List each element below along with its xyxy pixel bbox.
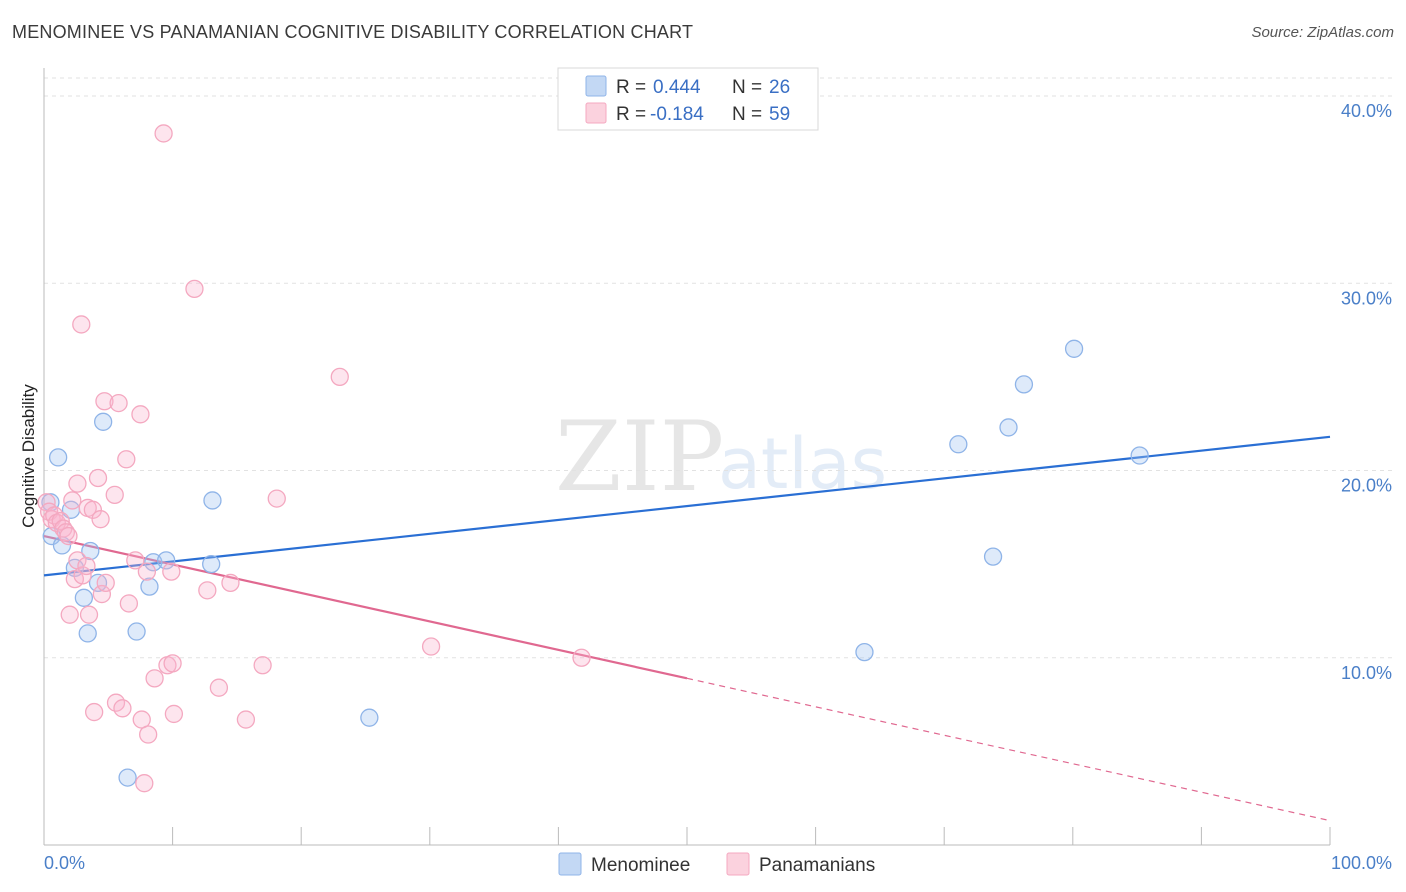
- point-panamanians-49: [253, 656, 272, 675]
- watermark: ZIP atlas: [555, 401, 887, 513]
- point-panamanians-21: [88, 468, 108, 488]
- point-panamanians-32: [126, 551, 145, 570]
- point-panamanians-9: [60, 605, 79, 624]
- point-panamanians-33: [131, 405, 150, 424]
- trend-line-1: [43, 534, 688, 680]
- point-menominee-25: [1130, 446, 1149, 465]
- point-panamanians-24: [95, 392, 114, 411]
- point-panamanians-37: [139, 725, 158, 744]
- point-panamanians-19: [83, 500, 103, 519]
- point-panamanians-10: [63, 491, 82, 510]
- point-menominee-24: [1064, 339, 1084, 358]
- bottom-legend-swatch-menominee: [558, 852, 582, 876]
- point-menominee-11: [118, 768, 137, 787]
- point-panamanians-31: [119, 594, 139, 613]
- correlation-legend: R = 0.444 N = 26 R = -0.184 N = 59: [557, 67, 819, 131]
- point-menominee-22: [999, 418, 1018, 437]
- point-panamanians-20: [85, 702, 104, 722]
- point-panamanians-48: [236, 710, 256, 729]
- point-panamanians-12: [68, 474, 87, 493]
- x-tick-label-0: 0.0%: [44, 853, 85, 873]
- point-panamanians-14: [72, 315, 91, 334]
- legend-r-label-menominee: R =: [616, 77, 646, 98]
- point-panamanians-28: [109, 393, 128, 413]
- point-panamanians-29: [113, 699, 132, 718]
- trend-lines: [43, 435, 1331, 822]
- point-panamanians-52: [421, 637, 441, 656]
- legend-swatch-menominee: [585, 75, 607, 97]
- source-label: Source: ZipAtlas.com: [1251, 24, 1394, 41]
- bottom-legend-label-panamanians: Panamanians: [759, 855, 875, 876]
- point-panamanians-8: [59, 526, 78, 546]
- y-tick-label-3: 40.0%: [1341, 101, 1392, 121]
- y-tick-labels: 10.0% 20.0% 30.0% 40.0%: [1341, 101, 1392, 683]
- bottom-legend-swatch-panamanians: [726, 852, 750, 876]
- point-panamanians-39: [154, 124, 173, 143]
- grid: [44, 77, 1392, 659]
- point-panamanians-50: [267, 489, 286, 508]
- point-panamanians-46: [209, 678, 229, 697]
- watermark-atlas: atlas: [718, 423, 887, 505]
- point-panamanians-41: [162, 562, 181, 581]
- series-legend: Menominee Panamanians: [558, 852, 875, 876]
- bottom-legend-label-menominee: Menominee: [591, 855, 690, 876]
- point-panamanians-16: [77, 556, 96, 576]
- point-panamanians-30: [117, 450, 136, 469]
- chart-title: MENOMINEE VS PANAMANIAN COGNITIVE DISABI…: [12, 22, 694, 42]
- point-panamanians-38: [145, 669, 164, 688]
- point-panamanians-36: [137, 562, 157, 581]
- point-panamanians-42: [163, 654, 182, 673]
- point-panamanians-35: [135, 774, 154, 793]
- point-menominee-15: [157, 551, 176, 570]
- legend-n-value-panamanians: 59: [769, 104, 790, 125]
- point-panamanians-15: [73, 566, 92, 585]
- point-panamanians-45: [198, 581, 217, 600]
- point-menominee-19: [855, 642, 874, 662]
- axes: [43, 68, 1331, 846]
- x-tick-labels: 0.0% 100.0%: [44, 853, 1392, 873]
- legend-n-label-menominee: N =: [732, 77, 762, 98]
- point-menominee-17: [203, 491, 222, 510]
- point-panamanians-44: [185, 279, 204, 299]
- point-menominee-12: [127, 622, 146, 641]
- point-menominee-18: [360, 708, 379, 727]
- point-menominee-21: [983, 547, 1003, 566]
- point-menominee-13: [140, 577, 159, 596]
- x-tick-label-1: 100.0%: [1331, 853, 1392, 873]
- trend-line-0: [43, 435, 1331, 577]
- point-panamanians-18: [79, 605, 99, 624]
- legend-n-label-panamanians: N =: [732, 104, 762, 125]
- data-points: [37, 124, 1149, 793]
- legend-r-label-panamanians: R =: [616, 104, 646, 125]
- point-menominee-20: [949, 435, 968, 454]
- point-menominee-23: [1014, 375, 1034, 394]
- point-menominee-8: [81, 541, 100, 561]
- point-menominee-6: [74, 588, 94, 607]
- point-panamanians-43: [164, 704, 184, 724]
- y-tick-label-2: 30.0%: [1341, 288, 1392, 308]
- point-panamanians-22: [91, 510, 110, 529]
- point-panamanians-26: [105, 485, 124, 504]
- point-menominee-9: [88, 573, 108, 592]
- y-tick-label-0: 10.0%: [1341, 663, 1392, 683]
- legend-swatch-panamanians: [585, 102, 607, 124]
- y-tick-label-1: 20.0%: [1341, 476, 1392, 496]
- point-panamanians-53: [572, 648, 591, 667]
- point-panamanians-25: [96, 573, 115, 592]
- legend-r-value-menominee: 0.444: [653, 77, 701, 98]
- legend-r-value-panamanians: -0.184: [650, 104, 704, 125]
- point-panamanians-47: [221, 573, 240, 592]
- legend-n-value-menominee: 26: [769, 77, 790, 98]
- point-panamanians-51: [330, 367, 349, 387]
- point-menominee-10: [94, 412, 113, 431]
- watermark-zip: ZIP: [555, 401, 724, 513]
- trend-line-extension-1: [686, 677, 1331, 822]
- y-axis-label: Cognitive Disability: [19, 384, 38, 528]
- point-panamanians-23: [92, 584, 112, 604]
- point-menominee-16: [202, 554, 221, 574]
- point-menominee-7: [78, 624, 97, 643]
- point-menominee-2: [48, 448, 68, 467]
